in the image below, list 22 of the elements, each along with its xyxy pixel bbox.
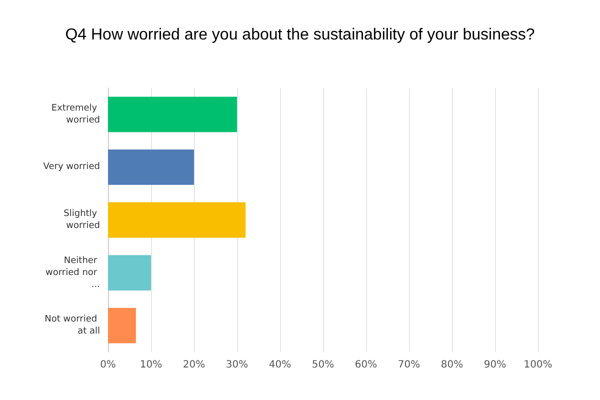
x-tick-label: 0% [100, 360, 116, 370]
bar [108, 255, 151, 290]
chart-title: Q4 How worried are you about the sustainability of your business? [65, 26, 535, 44]
x-tick-label: 20% [182, 360, 206, 370]
bar [108, 96, 237, 132]
x-tick-label: 50% [312, 360, 334, 370]
y-tick-label: Extremely worried [51, 103, 100, 126]
x-tick-label: 60% [354, 360, 378, 370]
y-tick-label: Very worried [43, 162, 100, 172]
bar [108, 150, 194, 185]
x-tick-label: 90% [484, 360, 506, 370]
x-tick-label: 30% [226, 360, 248, 370]
x-tick-label: 70% [398, 360, 420, 370]
x-tick-label: 100% [524, 360, 552, 370]
y-tick-label: Slightly worried [64, 209, 100, 231]
x-tick-label: 80% [440, 360, 464, 370]
y-tick-label: Neither worried nor ... [46, 256, 100, 290]
bar [108, 202, 246, 238]
x-tick-label: 40% [268, 360, 292, 370]
x-tick-label: 10% [140, 360, 162, 370]
y-tick-label: Not worried at all [44, 314, 100, 337]
bar [108, 308, 136, 344]
